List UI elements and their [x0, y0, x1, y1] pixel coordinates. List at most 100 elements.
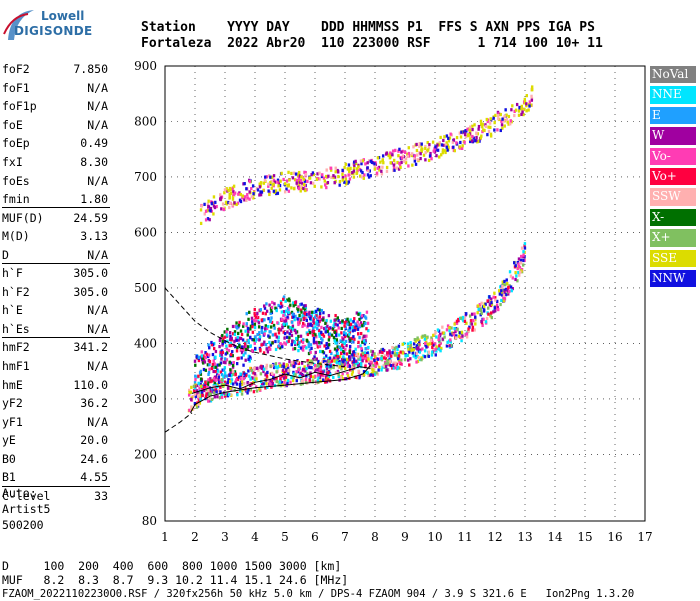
- echo-point: [228, 344, 231, 348]
- echo-point: [287, 371, 290, 376]
- echo-point: [211, 343, 215, 347]
- echo-point: [263, 340, 266, 344]
- echo-point: [355, 171, 359, 175]
- logo-subtext: DIGISONDE: [14, 24, 93, 38]
- echo-point: [208, 387, 211, 391]
- echo-point: [352, 162, 355, 166]
- echo-point: [349, 166, 352, 170]
- echo-point: [455, 336, 458, 340]
- echo-point: [415, 338, 419, 342]
- echo-point: [229, 191, 233, 195]
- autoscaling-info: Auto: Artist5 500200: [2, 485, 50, 533]
- echo-point: [467, 327, 470, 331]
- echo-point: [408, 363, 411, 367]
- echo-point: [240, 380, 244, 384]
- echo-point: [348, 344, 352, 349]
- echo-point: [267, 324, 270, 329]
- echo-point: [253, 372, 257, 376]
- echo-point: [496, 305, 499, 310]
- echo-point: [219, 390, 222, 394]
- echo-point: [404, 161, 408, 165]
- header-labels: Station YYYY DAY DDD HHMMSS P1 FFS S AXN…: [141, 20, 595, 35]
- echo-point: [522, 253, 525, 257]
- echo-point: [442, 331, 445, 335]
- echo-point: [267, 317, 270, 321]
- echo-point: [342, 337, 345, 341]
- echo-point: [269, 181, 272, 185]
- echo-point: [307, 361, 310, 365]
- echo-point: [409, 341, 412, 345]
- echo-point: [455, 141, 458, 145]
- x-tick-label: 5: [281, 530, 289, 544]
- echo-point: [308, 365, 311, 370]
- echo-point: [325, 361, 329, 365]
- x-tick-label: 17: [637, 530, 652, 544]
- echo-point: [376, 363, 380, 367]
- x-tick-label: 3: [221, 530, 229, 544]
- echo-point: [301, 321, 305, 326]
- echo-point: [300, 184, 303, 188]
- echo-point: [325, 318, 328, 323]
- echo-point: [220, 207, 223, 211]
- param-value: 24.59: [73, 210, 108, 225]
- echo-point: [212, 347, 216, 351]
- echo-point: [207, 378, 210, 382]
- echo-point: [431, 348, 435, 352]
- echo-point: [192, 388, 196, 393]
- echo-point: [470, 319, 473, 323]
- echo-point: [228, 360, 231, 364]
- echo-point: [303, 365, 306, 369]
- param-row: D N/A: [2, 245, 108, 264]
- echo-point: [241, 348, 245, 352]
- echo-point: [508, 270, 512, 274]
- echo-point: [470, 322, 474, 326]
- echo-point: [359, 169, 363, 173]
- echo-point: [309, 362, 313, 366]
- echo-point: [318, 373, 322, 377]
- echo-point: [436, 328, 440, 332]
- echo-point: [319, 349, 322, 354]
- echo-point: [223, 191, 226, 195]
- echo-point: [248, 355, 252, 359]
- echo-point: [241, 338, 245, 342]
- param-row: h`E N/A: [2, 301, 108, 320]
- echo-point: [514, 277, 517, 282]
- echo-point: [231, 197, 235, 201]
- echo-point: [509, 285, 513, 289]
- echo-point: [264, 324, 267, 328]
- echo-point: [355, 324, 358, 328]
- echo-point: [389, 363, 393, 368]
- echo-point: [269, 364, 272, 368]
- echo-point: [250, 316, 254, 320]
- echo-point: [304, 306, 308, 310]
- echo-point: [242, 376, 245, 381]
- echo-point: [304, 304, 307, 308]
- echo-point: [292, 171, 296, 175]
- echo-point: [304, 173, 308, 177]
- param-name: h`E: [2, 303, 23, 318]
- echo-point: [291, 327, 295, 331]
- echo-point: [236, 326, 239, 330]
- echo-point: [389, 151, 392, 155]
- echo-point: [371, 373, 375, 377]
- echo-point: [273, 326, 276, 330]
- echo-point: [325, 380, 329, 384]
- echo-point: [503, 297, 507, 301]
- echo-point: [355, 167, 359, 171]
- echo-point: [312, 329, 315, 333]
- echo-point: [332, 174, 335, 178]
- echo-point: [275, 308, 278, 313]
- echo-point: [325, 328, 328, 332]
- echo-point: [517, 270, 520, 275]
- legend-item: SSE: [650, 249, 696, 267]
- echo-point: [436, 346, 440, 350]
- echo-point: [451, 331, 454, 335]
- echo-point: [302, 306, 305, 310]
- echo-point: [298, 313, 301, 318]
- echo-point: [245, 312, 248, 316]
- echo-point: [312, 319, 315, 323]
- echo-point: [301, 345, 304, 349]
- echo-point: [318, 315, 322, 319]
- echo-point: [260, 343, 263, 347]
- echo-point: [299, 346, 303, 350]
